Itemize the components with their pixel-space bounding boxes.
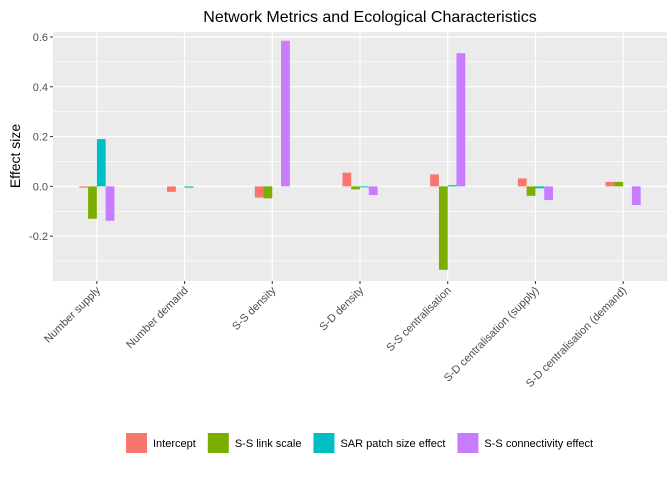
x-tick-label: S-S density xyxy=(230,284,279,333)
bar xyxy=(184,186,194,188)
y-tick-label: 0.2 xyxy=(33,132,48,144)
legend-key xyxy=(126,433,147,453)
bar xyxy=(605,181,615,187)
bar xyxy=(438,186,448,270)
bar xyxy=(105,186,115,221)
x-tick-label: S-D centralisation (demand) xyxy=(524,285,629,390)
bar xyxy=(447,185,457,187)
x-tick-label: S-S centralisation xyxy=(384,285,453,354)
bar xyxy=(368,186,378,196)
bar xyxy=(526,186,536,196)
legend-key xyxy=(313,433,335,453)
bar xyxy=(360,186,369,188)
chart-title: Network Metrics and Ecological Character… xyxy=(203,9,536,26)
x-tick-label: S-D density xyxy=(317,284,366,333)
legend: Intercept S-S link scale SAR patch size ef… xyxy=(126,433,593,453)
legend-label: S-S link scale xyxy=(235,438,302,450)
bar xyxy=(167,186,176,192)
bar xyxy=(254,186,264,198)
bar xyxy=(614,181,624,187)
bar xyxy=(281,40,290,187)
bars xyxy=(79,40,641,270)
y-axis-title: Effect size xyxy=(7,124,23,189)
bar xyxy=(456,53,466,187)
y-tick-label: 0.0 xyxy=(33,181,48,193)
bar xyxy=(96,139,106,187)
bar xyxy=(517,178,527,187)
legend-label: SAR patch size effect xyxy=(340,438,445,450)
x-ticks: Number supply Number demand S-S density S-D… xyxy=(42,281,629,390)
x-tick-label: S-D centralisation (supply) xyxy=(442,285,542,385)
bar xyxy=(535,186,545,189)
y-tick-label: -0.2 xyxy=(29,231,48,243)
bar xyxy=(342,172,352,187)
x-tick-label: Number demand xyxy=(124,285,190,351)
bar xyxy=(79,186,89,188)
bar xyxy=(88,186,97,219)
x-tick-label: Number supply xyxy=(42,284,103,345)
bar xyxy=(544,186,553,201)
bar xyxy=(430,174,439,187)
bar xyxy=(263,186,273,199)
bar xyxy=(351,186,360,190)
legend-key xyxy=(207,433,229,453)
legend-label: S-S connectivity effect xyxy=(484,438,593,450)
bar xyxy=(631,186,641,206)
y-tick-label: 0.4 xyxy=(33,82,48,94)
y-ticks: -0.2 0.0 0.2 0.4 0.6 xyxy=(29,32,53,243)
y-tick-label: 0.6 xyxy=(33,32,48,44)
legend-key xyxy=(457,433,479,453)
legend-label: Intercept xyxy=(153,438,196,450)
